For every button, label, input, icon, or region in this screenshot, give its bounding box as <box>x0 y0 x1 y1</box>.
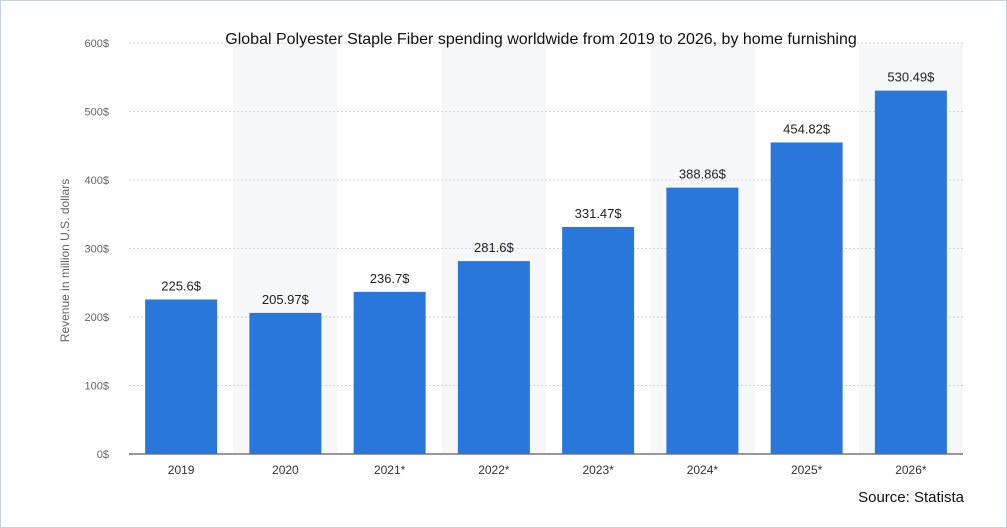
bar-2019 <box>145 299 218 454</box>
x-tick-label: 2020 <box>272 463 299 477</box>
y-tick-label: 600$ <box>85 38 109 50</box>
data-label: 331.47$ <box>575 206 623 221</box>
y-tick-label: 0$ <box>97 449 109 461</box>
bar-2021 <box>353 291 426 454</box>
x-tick-label: 2025* <box>791 463 823 477</box>
y-tick-label: 200$ <box>85 312 109 324</box>
x-tick-label: 2023* <box>582 463 614 477</box>
bar-2023 <box>562 226 635 454</box>
y-tick-label: 400$ <box>85 175 109 187</box>
bar-2024 <box>666 187 739 454</box>
x-tick-label: 2021* <box>374 463 406 477</box>
data-label: 205.97$ <box>262 292 310 307</box>
data-label: 281.6$ <box>474 240 515 255</box>
source-note: Source: Statista <box>858 489 964 506</box>
x-tick-label: 2019 <box>168 463 195 477</box>
x-tick-label: 2026* <box>895 463 927 477</box>
y-tick-label: 100$ <box>85 381 109 393</box>
bar-2025 <box>770 142 843 454</box>
x-tick-label: 2022* <box>478 463 510 477</box>
data-label: 225.6$ <box>161 278 202 293</box>
bar-2022 <box>457 261 530 454</box>
data-label: 454.82$ <box>783 121 831 136</box>
y-axis-title: Revenue in million U.S. dollars <box>58 179 72 342</box>
bar-2020 <box>249 312 322 454</box>
chart-title: Global Polyester Staple Fiber spending w… <box>225 31 857 48</box>
data-label: 388.86$ <box>679 167 727 182</box>
x-tick-label: 2024* <box>687 463 719 477</box>
data-label: 530.49$ <box>887 70 935 85</box>
y-tick-label: 300$ <box>85 244 109 256</box>
data-label: 236.7$ <box>370 271 411 286</box>
y-tick-label: 500$ <box>85 107 109 119</box>
bar-2026 <box>874 90 947 454</box>
